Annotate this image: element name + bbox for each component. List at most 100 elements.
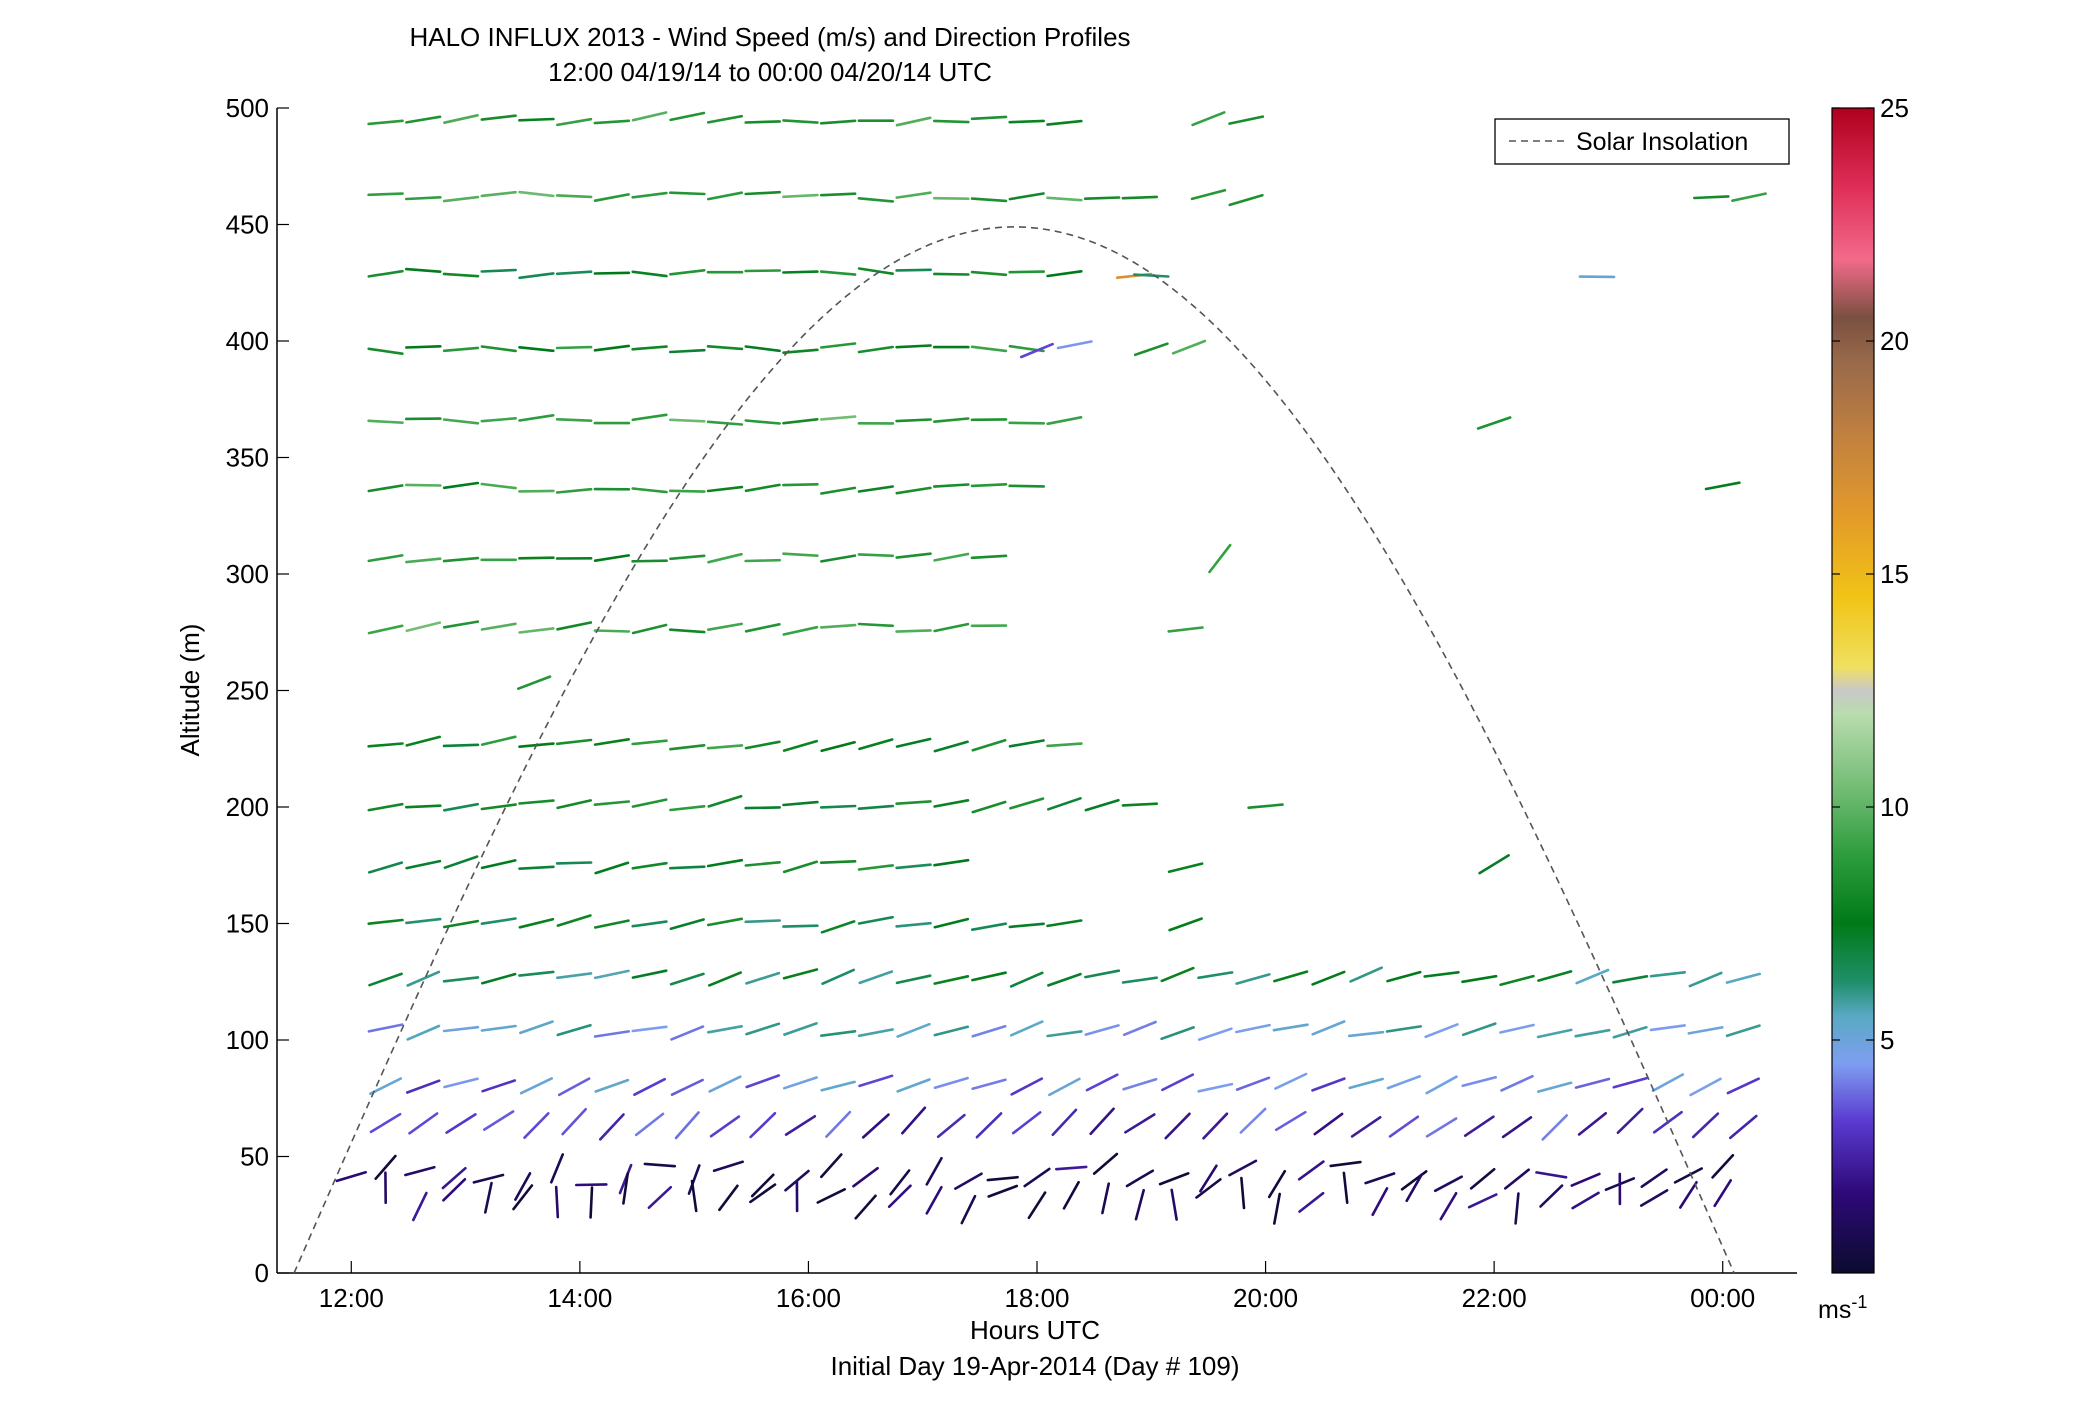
wind-barb (1313, 1112, 1344, 1136)
wind-barb (744, 483, 781, 493)
wind-barb (895, 921, 932, 928)
colorbar-tick-label: 10 (1880, 792, 1909, 822)
wind-barb (367, 742, 404, 748)
chart-title-line2: 12:00 04/19/14 to 00:00 04/20/14 UTC (548, 57, 992, 87)
wind-barb (706, 744, 744, 750)
wind-barb (556, 621, 593, 631)
wind-barb (631, 345, 668, 351)
wind-barb (1640, 1168, 1668, 1188)
wind-barb (1364, 1172, 1396, 1185)
wind-barb (1084, 969, 1121, 979)
wind-barb (442, 346, 480, 353)
y-tick-label: 50 (240, 1142, 269, 1172)
wind-barb (750, 1173, 775, 1198)
wind-barb (896, 1078, 931, 1093)
wind-barb (1311, 970, 1346, 986)
wind-barb (1273, 970, 1309, 983)
wind-barb (593, 1030, 631, 1038)
wind-barb (634, 1112, 665, 1137)
wind-barb (1504, 1168, 1530, 1190)
wind-barb (555, 972, 593, 980)
wind-barb (1535, 1171, 1568, 1179)
wind-barb (895, 486, 932, 495)
wind-barb (819, 342, 857, 349)
wind-barb (1011, 1111, 1042, 1135)
wind-barb (1704, 481, 1741, 491)
wind-barb (669, 972, 705, 986)
wind-barb (820, 486, 857, 495)
wind-barb (369, 1077, 403, 1095)
wind-barb (442, 418, 480, 425)
wind-barb (404, 483, 442, 487)
wind-barb (1274, 1110, 1307, 1132)
wind-barb (895, 552, 932, 559)
wind-barb (631, 969, 668, 979)
wind-barb (367, 802, 404, 812)
y-tick-label: 350 (226, 443, 269, 473)
wind-barb (443, 1077, 479, 1089)
wind-barb (744, 622, 781, 633)
wind-barb (782, 625, 819, 636)
wind-barb (858, 970, 894, 985)
wind-barb (744, 120, 782, 124)
wind-barb (706, 344, 744, 351)
wind-barb (857, 553, 895, 558)
wind-barb (631, 739, 668, 746)
wind-barb (887, 1184, 912, 1208)
wind-barb (1348, 1077, 1384, 1090)
y-tick-label: 400 (226, 326, 269, 356)
wind-barb (1311, 1077, 1346, 1092)
wind-barb (857, 267, 895, 276)
wind-barb (1197, 971, 1234, 980)
wind-barb (745, 1074, 781, 1089)
wind-barb (782, 119, 819, 124)
wind-barb (1228, 115, 1265, 125)
wind-barb (1046, 196, 1083, 202)
wind-barb (1461, 1076, 1497, 1088)
wind-barb (1083, 196, 1121, 200)
wind-barb (1008, 421, 1045, 425)
wind-barb (970, 197, 1008, 203)
wind-barb (670, 1025, 705, 1041)
wind-barb (895, 800, 932, 806)
wind-barb (1027, 1191, 1047, 1220)
wind-barb (970, 115, 1008, 121)
wind-barb (706, 191, 744, 201)
wind-barb (367, 918, 404, 926)
x-axis-sublabel: Initial Day 19-Apr-2014 (Day # 109) (831, 1351, 1240, 1381)
wind-barb (442, 272, 480, 278)
wind-barb (1612, 1026, 1648, 1039)
wind-barb (970, 482, 1008, 488)
wind-barb (480, 1024, 517, 1032)
wind-barb (744, 740, 781, 750)
wind-barb (557, 1077, 591, 1097)
wind-barb (1612, 974, 1649, 984)
wind-barb (1463, 1115, 1495, 1137)
wind-barb (631, 920, 668, 928)
wind-barb (1160, 1026, 1195, 1041)
wind-barb (1008, 119, 1045, 124)
wind-barb (442, 1178, 467, 1202)
wind-barb (518, 556, 555, 560)
wind-barb (480, 803, 517, 811)
x-tick-label: 16:00 (776, 1283, 841, 1313)
wind-barb (1371, 1187, 1389, 1217)
wind-barb (674, 1111, 700, 1140)
wind-barb (1274, 1072, 1308, 1090)
wind-barb (405, 735, 442, 747)
colorbar-gradient (1831, 107, 1875, 1274)
wind-barb (1062, 1180, 1080, 1210)
wind-barb (1297, 1160, 1325, 1181)
wind-barb (744, 269, 782, 273)
wind-barb (1693, 195, 1730, 200)
wind-barb (555, 345, 593, 350)
y-tick-label: 250 (226, 676, 269, 706)
wind-barb (1577, 1112, 1607, 1136)
wind-barb (1009, 971, 1044, 988)
wind-barb (518, 489, 555, 493)
wind-barb (668, 191, 706, 196)
wind-barb (1425, 1075, 1458, 1095)
wind-barb (1478, 854, 1510, 875)
wind-barb (1433, 1175, 1463, 1193)
wind-barb (1199, 1164, 1218, 1193)
